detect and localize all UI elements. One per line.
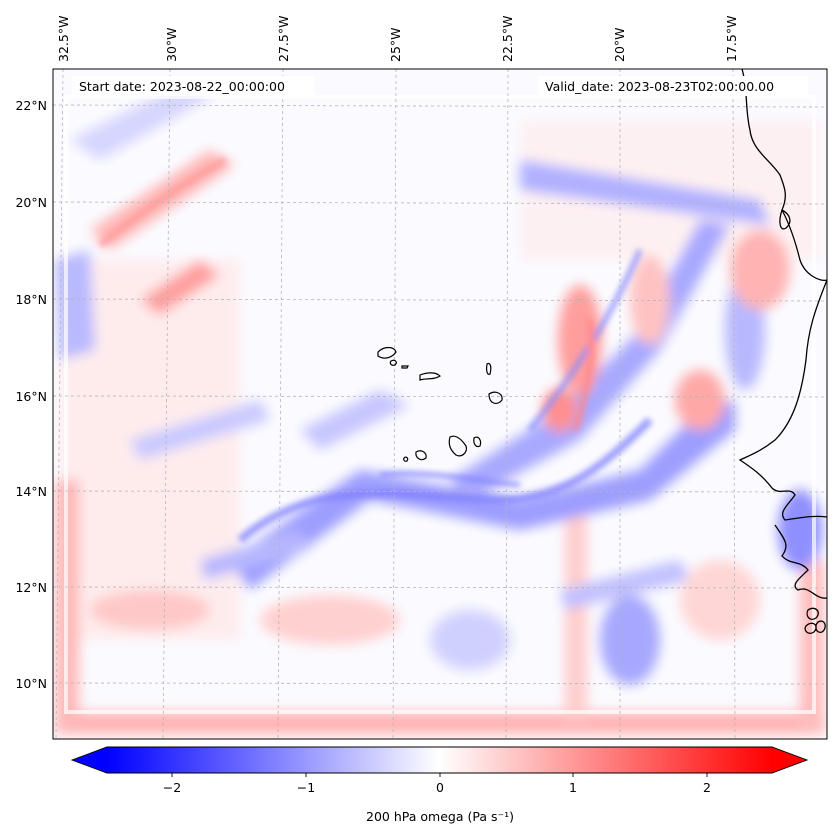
coast-notch-dakar [779,209,791,230]
map-frame [52,68,828,740]
lat-label-18n: 18°N [15,292,47,307]
latitude-labels: 22°N 20°N 18°N 16°N 14°N 12°N 10°N [15,98,47,691]
bissagos-islands [804,607,826,634]
colorbar-tick-2: 2 [703,780,711,795]
gulf-coast-south [774,524,827,599]
lon-label-32-5w: 32.5°W [56,16,71,62]
island-sao-vicente [389,359,397,366]
island-sao-nicolau [419,372,441,381]
colorbar-tick-0: 0 [436,780,444,795]
island-boa-vista [488,391,503,404]
island-santo-antao [377,346,397,359]
valid-date-box [538,76,808,96]
valid-date-label: Valid_date: 2023-08-23T02:00:00.00 [545,79,774,94]
lat-label-12n: 12°N [15,580,47,595]
colorbar-extend-low [72,747,107,773]
island-brava [403,456,409,462]
coastline [738,69,827,634]
start-date-label: Start date: 2023-08-22_00:00:00 [79,79,285,94]
colorbar-extend-high [772,747,807,773]
lat-label-16n: 16°N [15,389,47,404]
longitude-labels: 32.5°W 30°W 27.5°W 25°W 22.5°W 20°W 17.5… [56,16,739,62]
island-santiago [448,435,467,457]
lat-label-10n: 10°N [15,676,47,691]
lat-label-20n: 20°N [15,195,47,210]
omega-field-detail [97,156,653,544]
africa-coastline [738,279,827,521]
cape-verde-islands [377,346,503,462]
colorbar-tick-neg1: −1 [297,780,315,795]
colorbar-label: 200 hPa omega (Pa s⁻¹) [366,809,514,824]
island-fogo [415,450,427,461]
lat-label-14n: 14°N [15,484,47,499]
lon-label-22-5w: 22.5°W [500,16,515,62]
island-santa-luzia [401,365,409,369]
lon-label-30w: 30°W [164,27,179,62]
island-maio [473,436,482,448]
lat-label-22n: 22°N [15,98,47,113]
island-sal [486,362,492,375]
map-plot-area [53,69,827,739]
colorbar-tick-neg2: −2 [163,780,181,795]
colorbar-outline [70,746,809,774]
lon-label-25w: 25°W [388,27,403,62]
colorbar: −2 −1 0 1 2 200 hPa omega (Pa s⁻¹) [70,746,809,824]
start-date-box [72,76,314,96]
map-gridlines [53,69,827,739]
colorbar-body [107,747,772,773]
inner-domain-frame [64,95,816,714]
colorbar-tick-1: 1 [569,780,577,795]
lon-label-20w: 20°W [612,27,627,62]
africa-coastline-north [741,69,827,281]
lon-label-27-5w: 27.5°W [276,16,291,62]
lon-label-17-5w: 17.5°W [724,16,739,62]
